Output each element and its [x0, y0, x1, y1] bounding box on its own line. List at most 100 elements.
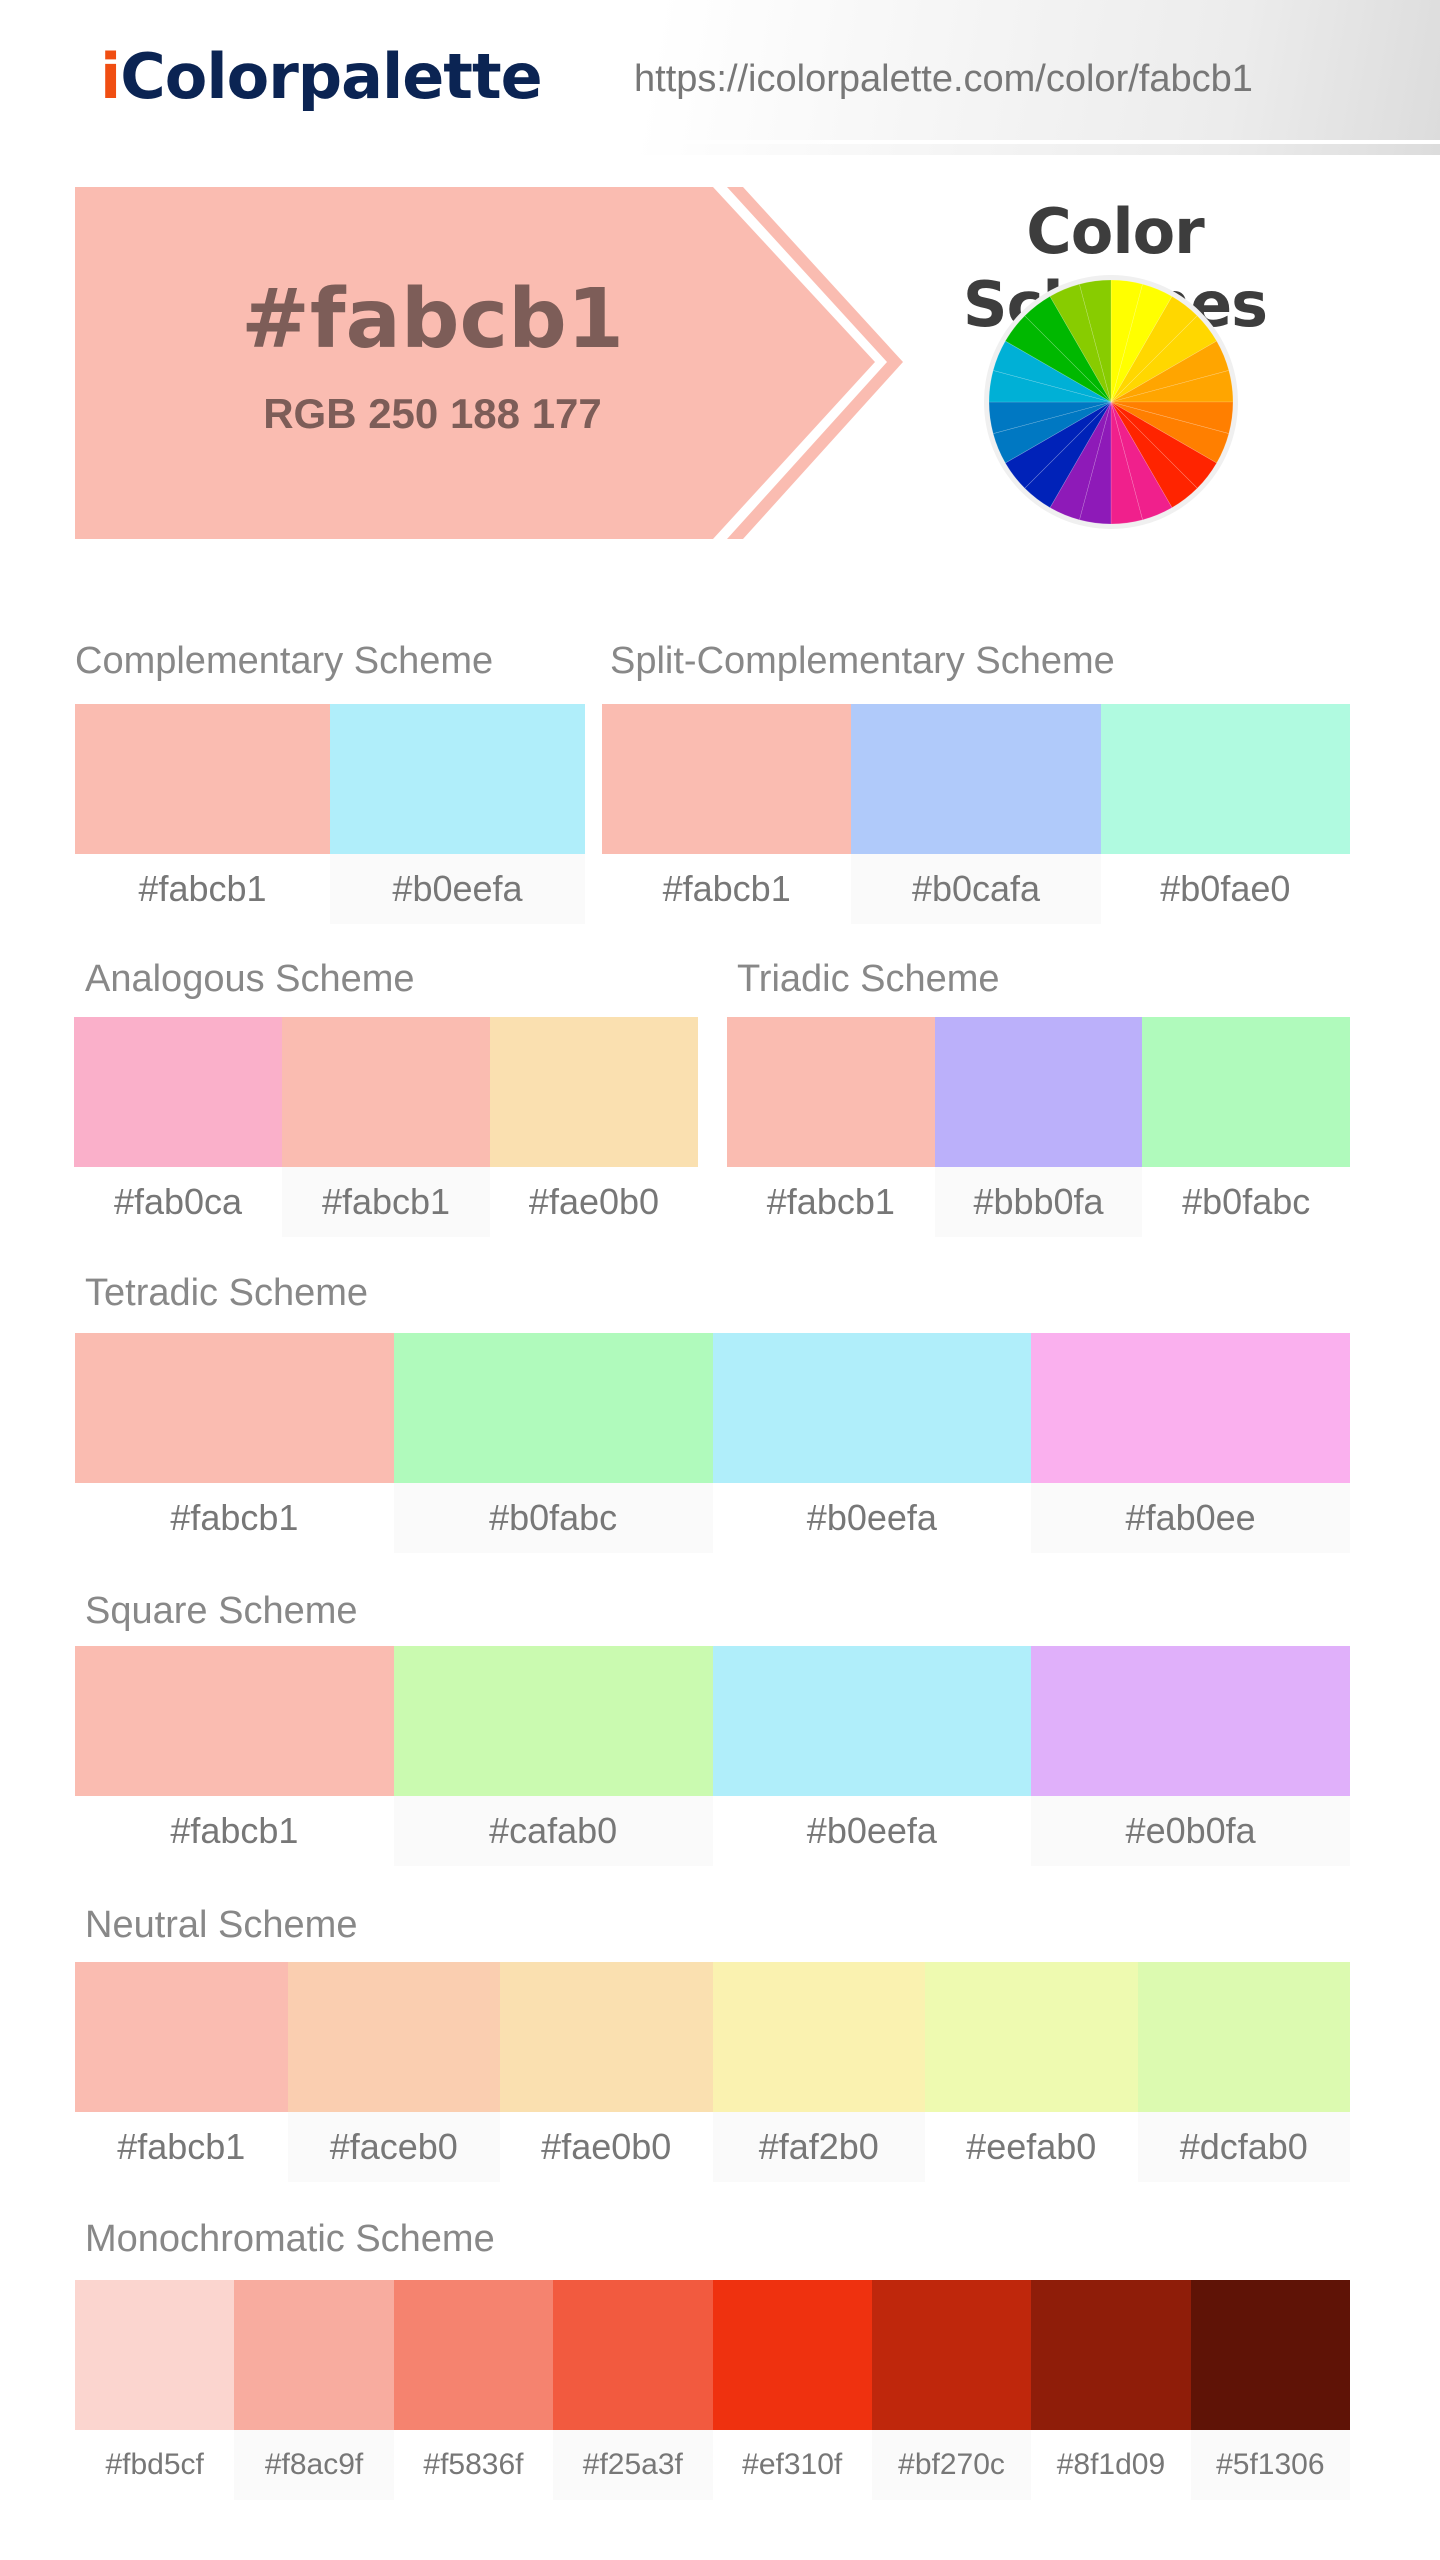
color-hex-label[interactable]: #fabcb1: [282, 1167, 490, 1237]
color-hex-label[interactable]: #f8ac9f: [234, 2430, 394, 2500]
color-hex-label[interactable]: #f25a3f: [553, 2430, 713, 2500]
color-hex-label[interactable]: #fbd5cf: [105, 2448, 204, 2481]
color-swatch[interactable]: [393, 2280, 554, 2430]
swatch-cell[interactable]: #e0b0fa: [1031, 1646, 1350, 1866]
color-swatch[interactable]: [75, 1646, 394, 1796]
color-hex-label[interactable]: #fabcb1: [662, 868, 791, 909]
swatch-cell[interactable]: #ef310f: [712, 2280, 872, 2500]
swatch-cell[interactable]: #f5836f: [393, 2280, 554, 2500]
color-swatch[interactable]: [712, 1962, 925, 2112]
color-hex-label[interactable]: #fae0b0: [528, 1181, 660, 1222]
swatch-cell[interactable]: #dcfab0: [1137, 1962, 1350, 2182]
color-swatch[interactable]: [851, 704, 1101, 854]
color-swatch[interactable]: [75, 2280, 235, 2430]
swatch-cell[interactable]: #b0fabc: [393, 1333, 713, 1553]
color-swatch[interactable]: [712, 1333, 1032, 1483]
color-swatch[interactable]: [871, 2280, 1032, 2430]
swatch-cell[interactable]: #fabcb1: [75, 1962, 288, 2182]
swatch-cell[interactable]: #fae0b0: [490, 1017, 698, 1237]
color-swatch[interactable]: [500, 1962, 713, 2112]
color-swatch[interactable]: [553, 2280, 713, 2430]
color-swatch[interactable]: [282, 1017, 490, 1167]
color-hex-label[interactable]: #b0eefa: [806, 1810, 937, 1851]
color-swatch[interactable]: [1100, 704, 1350, 854]
color-swatch[interactable]: [75, 1333, 394, 1483]
swatch-cell[interactable]: #fabcb1: [727, 1017, 935, 1237]
color-hex-label[interactable]: #fabcb1: [766, 1181, 895, 1222]
color-hex-label[interactable]: #5f1306: [1190, 2430, 1350, 2500]
swatch-cell[interactable]: #fabcb1: [75, 1646, 394, 1866]
color-swatch[interactable]: [393, 1646, 713, 1796]
color-hex-label[interactable]: #b0fabc: [1182, 1181, 1311, 1222]
color-hex-label[interactable]: #b0eefa: [806, 1497, 937, 1538]
swatch-cell[interactable]: #5f1306: [1190, 2280, 1350, 2500]
color-hex-label[interactable]: #cafab0: [393, 1796, 713, 1866]
color-hex-label[interactable]: #bbb0fa: [934, 1167, 1143, 1237]
color-swatch[interactable]: [287, 1962, 500, 2112]
swatch-cell[interactable]: #cafab0: [393, 1646, 713, 1866]
color-hex-label[interactable]: #f5836f: [423, 2448, 524, 2481]
swatch-cell[interactable]: #eefab0: [925, 1962, 1138, 2182]
swatch-cell[interactable]: #fabcb1: [75, 1333, 394, 1553]
color-swatch[interactable]: [1142, 1017, 1351, 1167]
color-hex-label[interactable]: #8f1d09: [1056, 2448, 1166, 2481]
color-swatch[interactable]: [490, 1017, 698, 1167]
color-swatch[interactable]: [925, 1962, 1138, 2112]
color-hex-label[interactable]: #e0b0fa: [1031, 1796, 1350, 1866]
color-swatch[interactable]: [602, 704, 852, 854]
color-swatch[interactable]: [1137, 1962, 1350, 2112]
color-swatch[interactable]: [1031, 2280, 1191, 2430]
swatch-cell[interactable]: #f8ac9f: [234, 2280, 394, 2500]
color-hex-label[interactable]: #b0fabc: [393, 1483, 713, 1553]
swatch-cell[interactable]: #b0cafa: [851, 704, 1101, 924]
swatch-cell[interactable]: #8f1d09: [1031, 2280, 1191, 2500]
color-hex-label[interactable]: #faceb0: [287, 2112, 500, 2182]
color-swatch[interactable]: [234, 2280, 394, 2430]
swatch-cell[interactable]: #b0eefa: [712, 1333, 1032, 1553]
color-hex-label[interactable]: #b0fae0: [1160, 868, 1291, 909]
color-hex-label[interactable]: #fab0ca: [113, 1181, 243, 1222]
color-hex-label[interactable]: #fabcb1: [170, 1810, 299, 1851]
color-swatch[interactable]: [330, 704, 585, 854]
color-swatch[interactable]: [1190, 2280, 1350, 2430]
color-hex-label[interactable]: #b0eefa: [330, 854, 585, 924]
swatch-cell[interactable]: #fabcb1: [602, 704, 852, 924]
swatch-cell[interactable]: #fab0ee: [1031, 1333, 1350, 1553]
swatch-cell[interactable]: #fae0b0: [500, 1962, 713, 2182]
color-swatch[interactable]: [1031, 1646, 1350, 1796]
color-hex-label[interactable]: #dcfab0: [1137, 2112, 1350, 2182]
swatch-cell[interactable]: #fabcb1: [282, 1017, 490, 1237]
color-swatch[interactable]: [934, 1017, 1143, 1167]
color-hex-label[interactable]: #faf2b0: [712, 2112, 925, 2182]
color-swatch[interactable]: [712, 2280, 872, 2430]
color-hex-label[interactable]: #eefab0: [966, 2126, 1097, 2167]
swatch-cell[interactable]: #faf2b0: [712, 1962, 925, 2182]
swatch-cell[interactable]: #f25a3f: [553, 2280, 713, 2500]
color-swatch[interactable]: [393, 1333, 713, 1483]
color-swatch[interactable]: [727, 1017, 935, 1167]
color-hex-label[interactable]: #ef310f: [742, 2448, 843, 2481]
swatch-cell[interactable]: #b0fabc: [1142, 1017, 1351, 1237]
swatch-cell[interactable]: #b0eefa: [712, 1646, 1032, 1866]
logo[interactable]: iColorpalette: [100, 40, 543, 113]
color-swatch[interactable]: [712, 1646, 1032, 1796]
color-hex-label[interactable]: #fae0b0: [541, 2126, 672, 2167]
color-hex-label[interactable]: #fabcb1: [138, 868, 267, 909]
swatch-cell[interactable]: #b0eefa: [330, 704, 585, 924]
swatch-cell[interactable]: #b0fae0: [1100, 704, 1350, 924]
swatch-cell[interactable]: #bbb0fa: [934, 1017, 1143, 1237]
swatch-cell[interactable]: #bf270c: [871, 2280, 1032, 2500]
color-hex-label[interactable]: #fabcb1: [170, 1497, 299, 1538]
color-swatch[interactable]: [74, 1017, 282, 1167]
color-swatch[interactable]: [75, 704, 330, 854]
color-hex-label[interactable]: #fabcb1: [117, 2126, 246, 2167]
color-hex-label[interactable]: #bf270c: [871, 2430, 1032, 2500]
color-hex-label[interactable]: #fab0ee: [1031, 1483, 1350, 1553]
color-hex-label[interactable]: #b0cafa: [851, 854, 1101, 924]
color-swatch[interactable]: [1031, 1333, 1350, 1483]
color-swatch[interactable]: [75, 1962, 288, 2112]
swatch-cell[interactable]: #fabcb1: [75, 704, 330, 924]
swatch-cell[interactable]: #fbd5cf: [75, 2280, 235, 2500]
swatch-cell[interactable]: #faceb0: [287, 1962, 500, 2182]
swatch-cell[interactable]: #fab0ca: [74, 1017, 282, 1237]
